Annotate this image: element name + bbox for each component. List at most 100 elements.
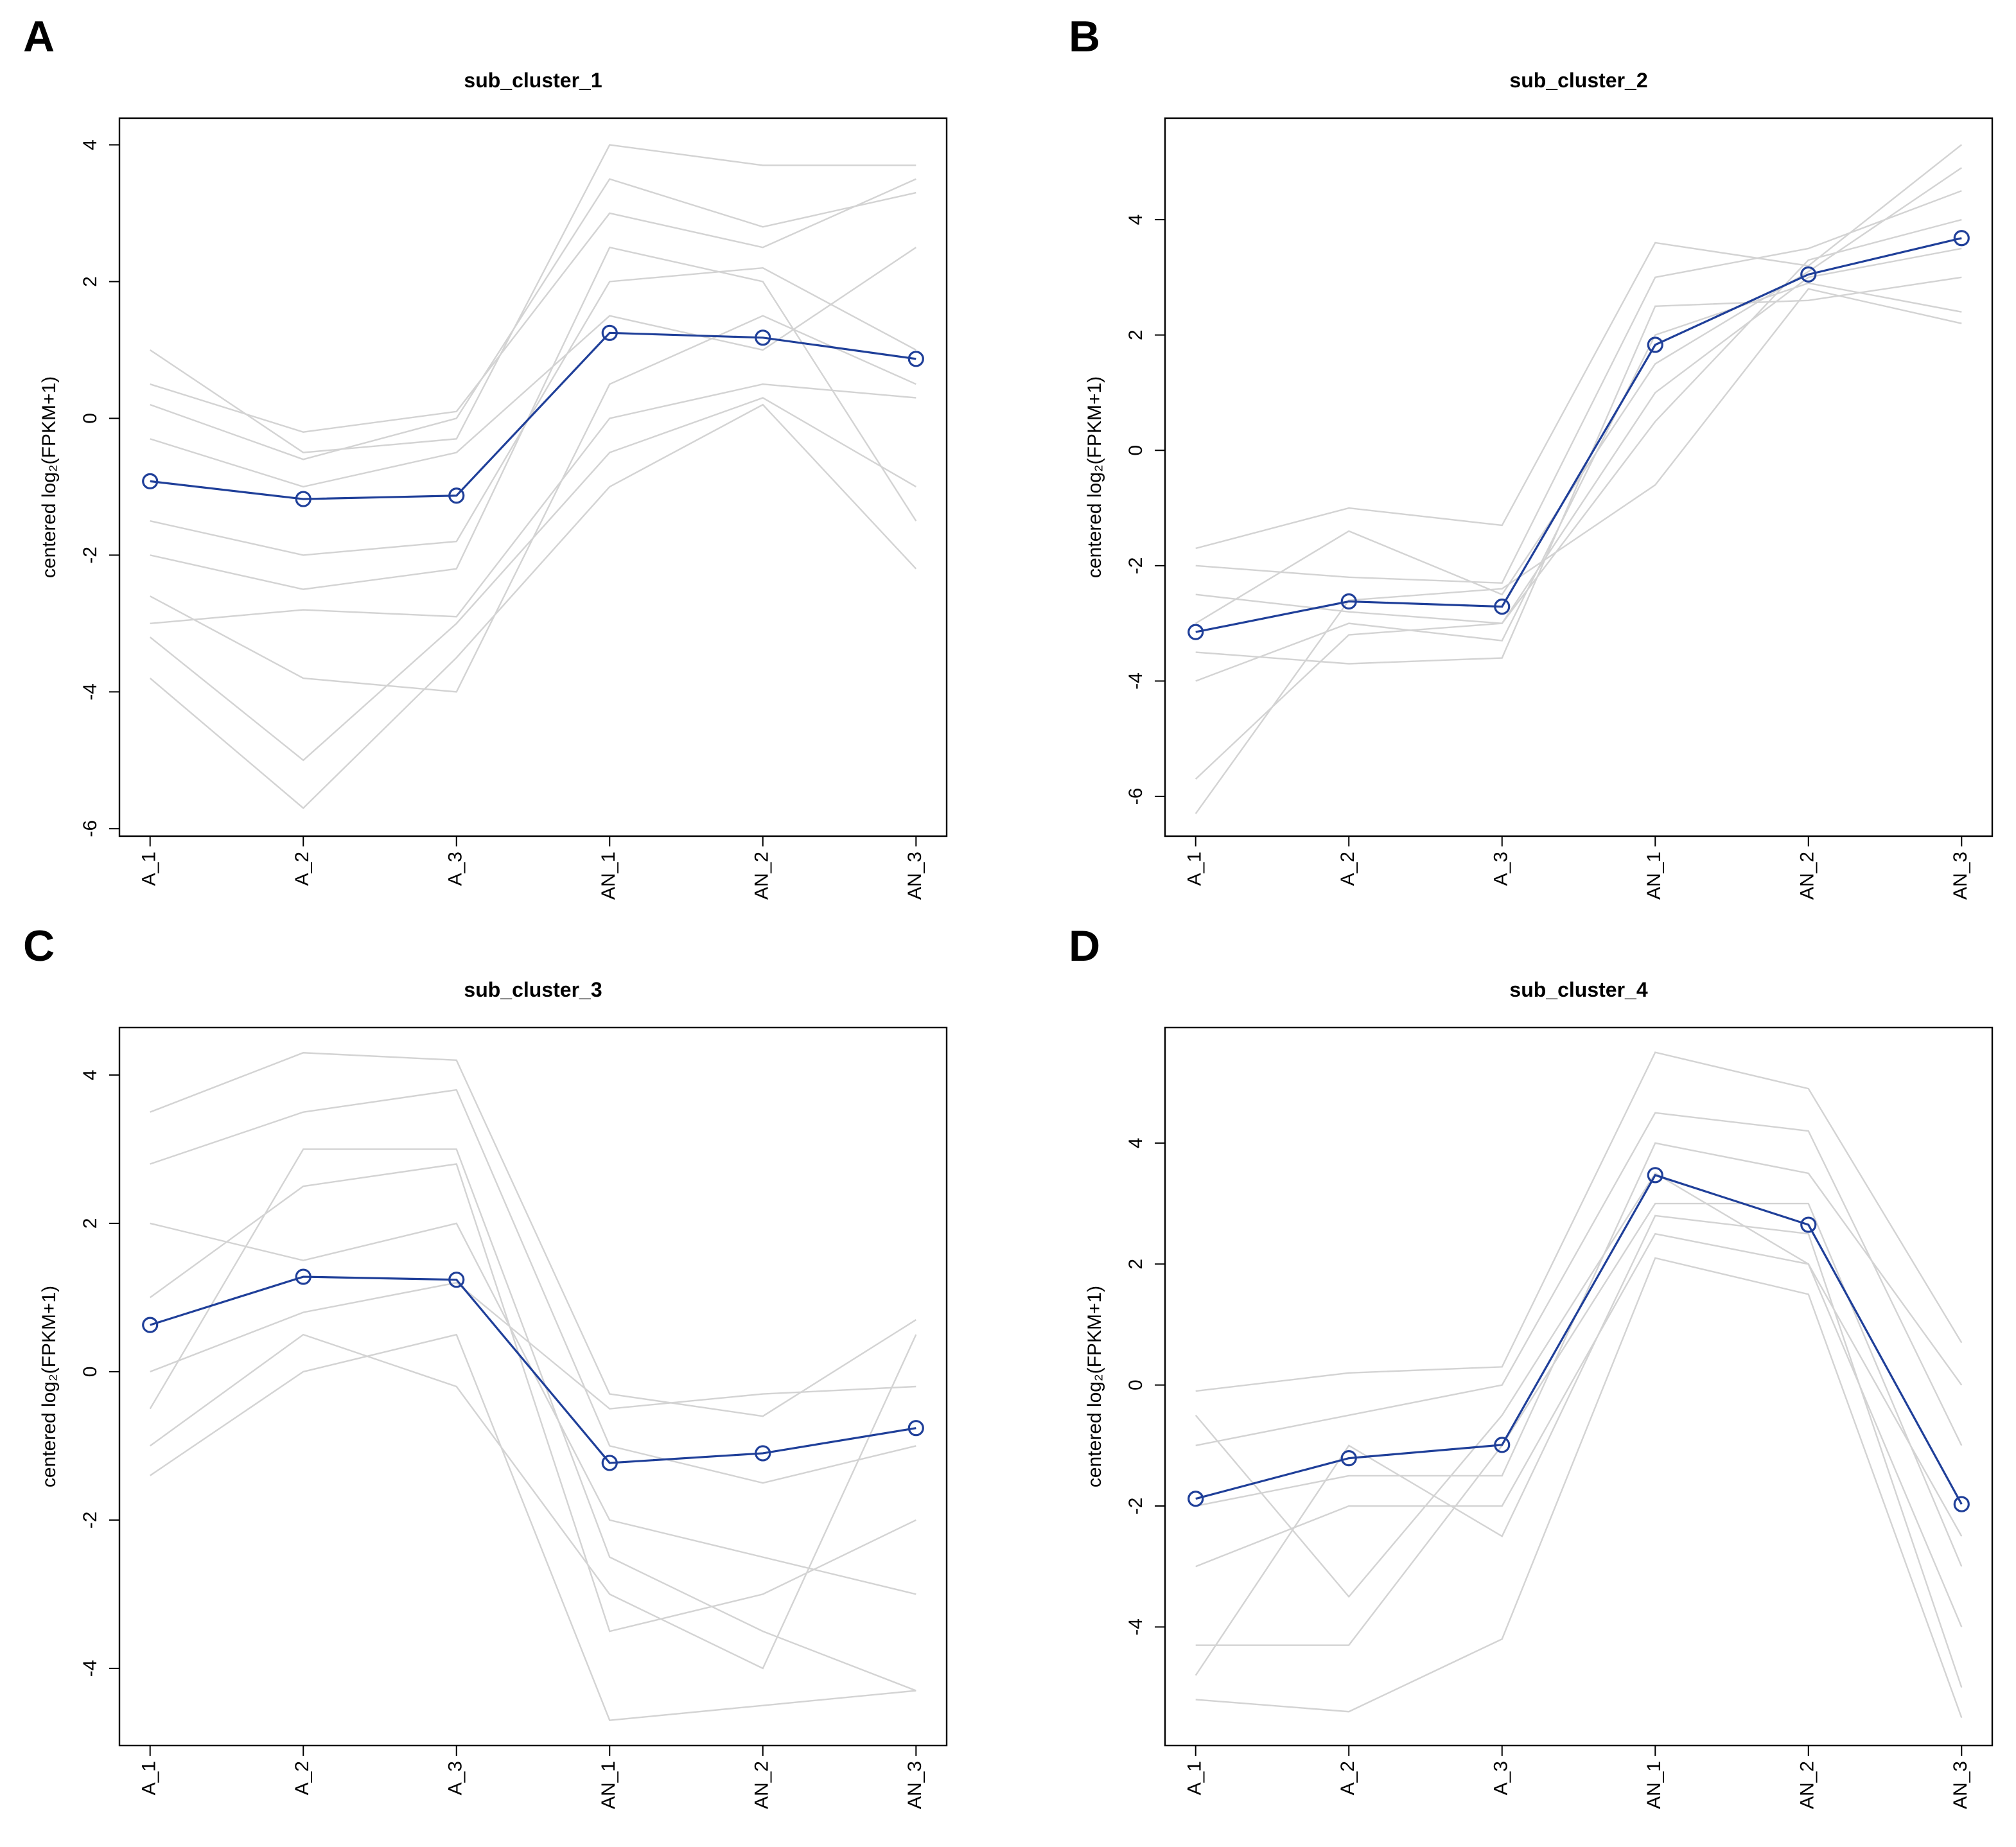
mean-point: [1647, 1167, 1663, 1184]
gene-line: [149, 397, 916, 762]
plot-box: [118, 1026, 948, 1747]
mean-point: [1340, 1450, 1357, 1467]
x-tick-label: A_1: [139, 1761, 160, 1795]
y-tick-label: -6: [80, 820, 101, 837]
y-tick-label: -2: [1125, 557, 1146, 574]
gene-line: [150, 247, 916, 488]
y-axis-label: centered log₂(FPKM+1): [39, 376, 60, 578]
mean-point: [1647, 337, 1663, 353]
gene-line: [1195, 1232, 1963, 1627]
mean-line: [1195, 237, 1962, 633]
gene-line: [150, 1089, 916, 1484]
y-tick-label: 0: [80, 1367, 101, 1378]
y-tick-label: 2: [80, 276, 101, 287]
mean-point: [601, 1455, 618, 1471]
gene-line: [150, 144, 916, 453]
mean-point: [1953, 230, 1970, 247]
mean-point: [907, 351, 924, 367]
y-tick-label: -4: [1125, 1618, 1146, 1636]
mean-point: [1800, 1216, 1817, 1233]
gene-line: [1195, 167, 1962, 624]
mean-point: [1188, 1491, 1204, 1507]
mean-point: [601, 324, 618, 341]
x-tick-label: A_3: [1491, 1761, 1512, 1795]
x-tick-label: AN_1: [598, 1761, 619, 1809]
y-tick-label: 2: [80, 1218, 101, 1229]
x-tick-label: A_1: [1184, 852, 1205, 886]
y-tick-label: 0: [80, 413, 101, 424]
y-tick-label: 0: [1125, 1379, 1146, 1390]
gene-line: [150, 1222, 916, 1595]
x-tick-label: A_2: [1337, 852, 1358, 886]
gene-line: [1195, 1172, 1963, 1598]
x-tick-label: AN_3: [904, 1761, 925, 1809]
gene-line: [1195, 282, 1962, 682]
y-tick-label: -2: [1125, 1498, 1146, 1515]
gene-line: [149, 1163, 916, 1633]
y-tick-label: 4: [1125, 214, 1146, 225]
x-tick-label: AN_2: [1797, 1761, 1818, 1809]
gene-line: [1195, 1202, 1963, 1646]
x-tick-label: A_3: [445, 1761, 466, 1795]
y-tick-label: 4: [80, 139, 101, 150]
gene-line: [149, 1148, 916, 1692]
mean-point: [1494, 1437, 1511, 1453]
mean-point: [295, 1268, 311, 1285]
x-tick-label: AN_2: [751, 1761, 773, 1809]
mean-point: [1494, 598, 1511, 615]
x-tick-label: AN_2: [1797, 852, 1818, 900]
plot-box: [1164, 117, 1994, 837]
chart-title: sub_cluster_3: [464, 978, 602, 1001]
mean-line: [150, 331, 916, 500]
x-tick-label: AN_3: [1950, 852, 1971, 900]
gene-line: [150, 1282, 916, 1410]
x-tick-label: AN_1: [1643, 852, 1665, 900]
mean-point: [1953, 1496, 1970, 1512]
mean-point: [1340, 593, 1357, 610]
y-tick-label: -4: [80, 1660, 101, 1677]
gene-line: [1195, 190, 1962, 584]
x-tick-label: A_2: [1337, 1761, 1358, 1795]
x-tick-label: AN_2: [751, 852, 773, 900]
panel-label: B: [1069, 12, 1100, 61]
x-tick-label: A_1: [1184, 1761, 1205, 1795]
gene-line: [1195, 288, 1962, 814]
plot-box: [118, 117, 948, 837]
gene-line: [150, 1052, 916, 1417]
chart-title: sub_cluster_4: [1509, 978, 1647, 1001]
gene-line: [150, 178, 916, 433]
y-axis-label: centered log₂(FPKM+1): [1084, 1286, 1105, 1487]
mean-point: [142, 473, 159, 489]
gene-line: [1195, 1112, 1963, 1447]
y-tick-label: -6: [1125, 788, 1146, 805]
x-tick-label: AN_3: [1950, 1761, 1971, 1809]
y-tick-label: -4: [80, 683, 101, 701]
mean-point: [755, 1445, 771, 1462]
x-tick-label: AN_1: [598, 852, 619, 900]
mean-line: [150, 1275, 916, 1464]
gene-line: [150, 315, 916, 693]
panel-label: D: [1069, 922, 1100, 970]
mean-point: [448, 487, 465, 504]
mean-line: [1195, 1173, 1963, 1505]
x-tick-label: A_3: [1491, 852, 1512, 886]
gene-line: [149, 403, 917, 809]
gene-line: [1195, 1051, 1963, 1392]
y-tick-label: 2: [1125, 329, 1146, 340]
gene-line: [150, 246, 917, 590]
x-tick-label: A_1: [139, 852, 160, 886]
y-tick-label: 4: [80, 1070, 101, 1081]
gene-line: [1195, 247, 1962, 780]
gene-line: [150, 178, 916, 460]
gene-line: [150, 267, 916, 556]
chart-title: sub_cluster_1: [464, 69, 602, 92]
x-tick-label: AN_1: [1643, 1761, 1665, 1809]
gene-line: [1195, 1214, 1963, 1688]
chart-title: sub_cluster_2: [1509, 69, 1647, 92]
panel-label: C: [23, 922, 55, 970]
